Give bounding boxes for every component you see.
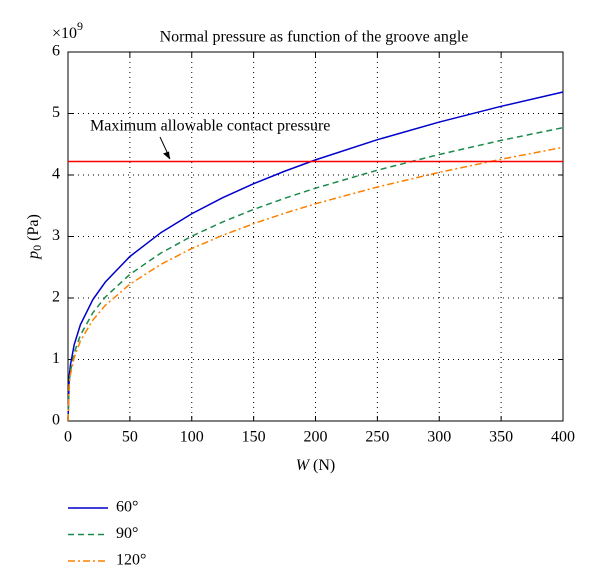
y-tick-label: 4: [52, 166, 60, 183]
x-tick-label: 300: [427, 429, 451, 446]
y-tick-label: 1: [52, 350, 60, 367]
plot-frame: [67, 51, 564, 422]
y-label-subscript: 0: [30, 245, 44, 251]
x-tick-label: 150: [242, 429, 266, 446]
legend-label: 120°: [116, 552, 146, 569]
chart-title: Normal pressure as function of the groov…: [160, 29, 469, 46]
y-scale-label: ×109: [52, 19, 83, 42]
x-tick-label: 250: [365, 429, 389, 446]
x-tick-label: 400: [551, 429, 575, 446]
x-tick-label: 100: [180, 429, 204, 446]
y-tick-label: 0: [52, 412, 60, 429]
series-line: [67, 146, 564, 422]
y-label-symbol: p: [25, 251, 42, 260]
y-label-unit: (Pa): [25, 214, 42, 241]
x-label-symbol: W: [296, 457, 311, 474]
y-tick-label: 3: [52, 227, 60, 244]
series-line: [67, 126, 564, 422]
series-line: [67, 91, 564, 422]
y-scale-exponent: 9: [77, 19, 83, 33]
y-tick-label: 2: [52, 289, 60, 306]
x-tick-label: 0: [64, 429, 72, 446]
legend-label: 90°: [116, 525, 138, 542]
x-axis-label: W (N): [296, 457, 336, 474]
x-tick-label: 200: [304, 429, 328, 446]
annotation: Maximum allowable contact pressure: [90, 118, 330, 135]
y-tick-label: 5: [52, 104, 60, 121]
x-label-unit: (N): [313, 457, 335, 474]
x-tick-label: 50: [122, 429, 138, 446]
legend-label: 60°: [116, 499, 138, 516]
y-scale-base: ×10: [52, 25, 77, 42]
x-tick-label: 350: [489, 429, 513, 446]
y-axis-label: p0 (Pa): [25, 214, 44, 260]
y-tick-label: 6: [52, 43, 60, 60]
annotation-arrowhead: [163, 151, 170, 160]
